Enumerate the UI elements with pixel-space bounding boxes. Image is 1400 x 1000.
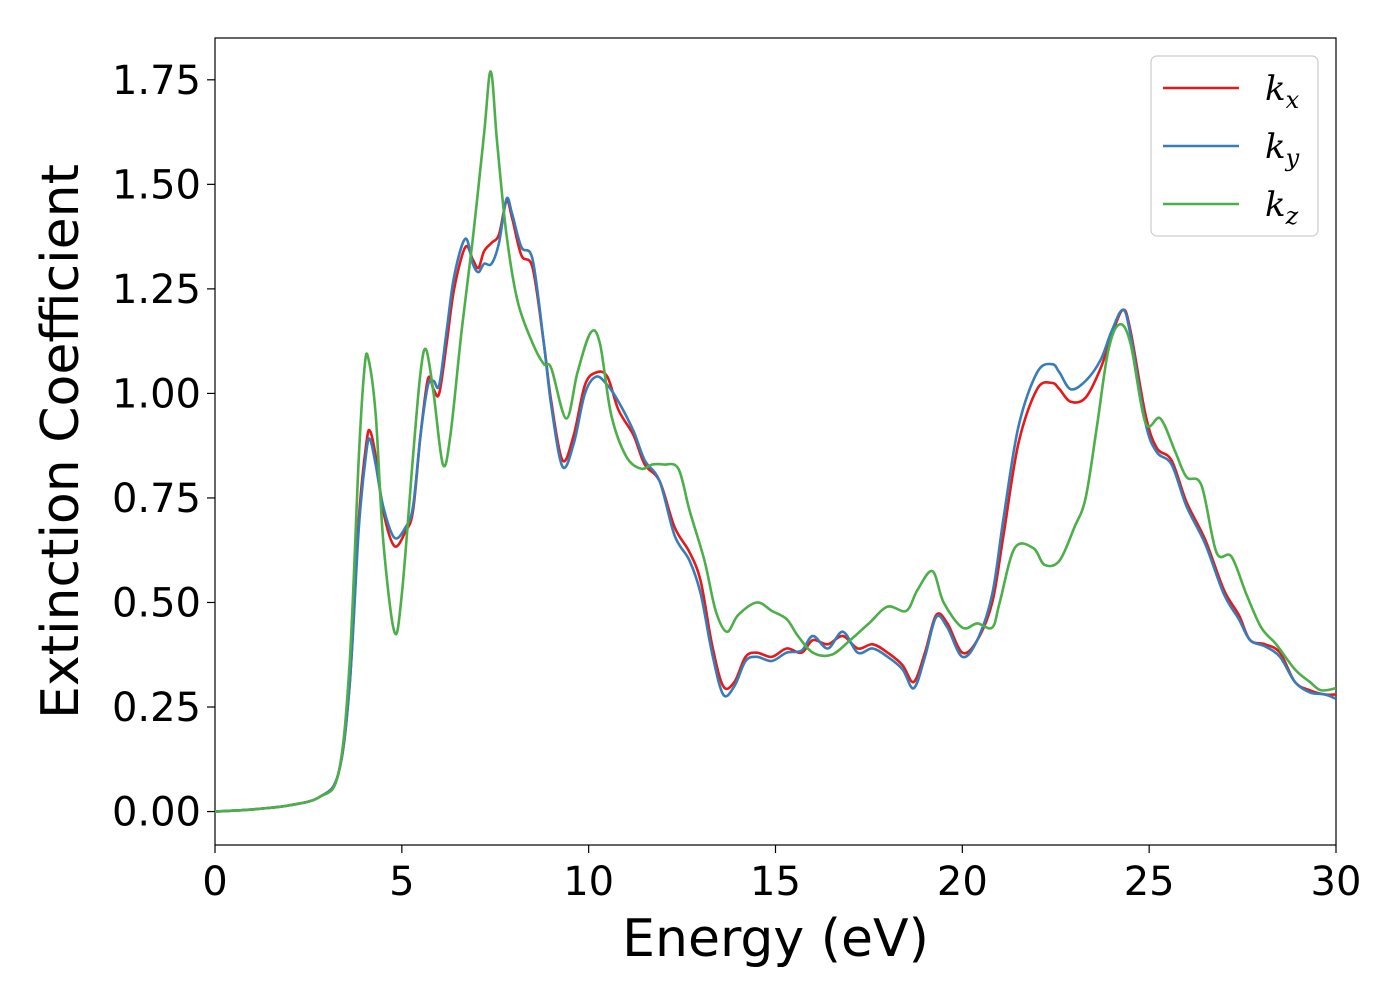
x-tick-label: 30 [1311, 859, 1362, 905]
legend-label-kz: kz [1265, 185, 1299, 230]
x-tick-label: 25 [1124, 859, 1175, 905]
y-tick-label: 1.25 [112, 267, 201, 313]
x-tick-label: 20 [937, 859, 988, 905]
y-tick-label: 1.75 [112, 58, 201, 104]
x-axis-label: Energy (eV) [622, 909, 929, 969]
series-line-ky [215, 196, 1336, 813]
x-tick-label: 5 [389, 859, 414, 905]
legend: kx ky kz [1150, 55, 1319, 237]
x-tick-label: 15 [750, 859, 801, 905]
series-line-kz [215, 70, 1336, 813]
y-tick-label: 1.00 [112, 371, 201, 417]
legend-label-kx: kx [1265, 69, 1300, 114]
y-tick-label: 0.00 [112, 790, 201, 836]
y-tick-label: 1.50 [112, 162, 201, 208]
y-axis: 0.00 0.25 0.50 0.75 1.00 1.25 1.50 1.75 [112, 58, 215, 836]
y-axis-label: Extinction Coefficient [31, 164, 91, 719]
series-layer [215, 70, 1336, 813]
y-tick-label: 0.25 [112, 685, 201, 731]
y-tick-label: 0.50 [112, 580, 201, 626]
x-tick-label: 0 [202, 859, 227, 905]
legend-label-ky: ky [1265, 127, 1300, 172]
x-tick-label: 10 [563, 859, 614, 905]
y-tick-label: 0.75 [112, 476, 201, 522]
x-axis: 0 5 10 15 20 25 30 [202, 845, 1361, 905]
